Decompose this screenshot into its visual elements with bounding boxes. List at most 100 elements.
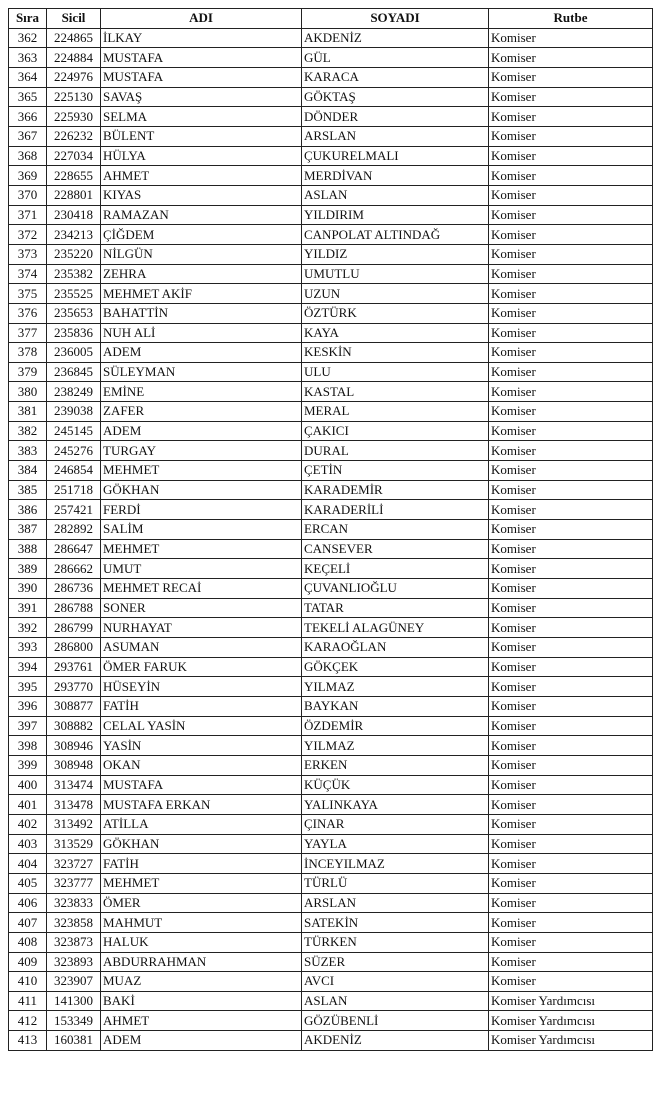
soyadi-cell: İNCEYILMAZ <box>301 853 489 874</box>
soyadi-cell: YILDIZ <box>301 243 489 265</box>
sira-cell: 371 <box>8 204 47 226</box>
sicil-cell: 234213 <box>46 224 101 245</box>
sira-cell: 374 <box>8 263 47 285</box>
sira-cell: 411 <box>8 990 47 1012</box>
adi-cell: KIYAS <box>100 184 302 206</box>
adi-cell: MUSTAFA <box>100 47 302 68</box>
adi-cell: ÇİĞDEM <box>100 224 302 245</box>
table-row: 385 251718 GÖKHAN KARADEMİR Komiser <box>8 479 653 501</box>
table-row: 390 286736 MEHMET RECAİ ÇUVANLIOĞLU Komiser <box>8 578 653 599</box>
adi-cell: ÖMER <box>100 892 302 914</box>
soyadi-cell: ÇUKURELMALI <box>301 145 489 167</box>
table-row: 363 224884 MUSTAFA GÜL Komiser <box>8 47 653 68</box>
table-row: 362 224865 İLKAY AKDENİZ Komiser <box>8 27 653 49</box>
rutbe-cell: Komiser <box>488 813 653 835</box>
table-row: 381 239038 ZAFER MERAL Komiser <box>8 401 653 422</box>
soyadi-cell: UMUTLU <box>301 263 489 285</box>
sicil-cell: 224865 <box>46 27 101 49</box>
rutbe-cell: Komiser Yardımcısı <box>488 1010 653 1032</box>
sicil-cell: 323727 <box>46 853 101 874</box>
table-row: 413 160381 ADEM AKDENİZ Komiser Yardımcısı <box>8 1030 653 1051</box>
soyadi-cell: SÜZER <box>301 951 489 973</box>
sicil-cell: 235653 <box>46 302 101 324</box>
sira-cell: 390 <box>8 578 47 599</box>
sicil-cell: 308882 <box>46 715 101 737</box>
soyadi-cell: ARSLAN <box>301 125 489 147</box>
rutbe-cell: Komiser <box>488 617 653 638</box>
rutbe-cell: Komiser Yardımcısı <box>488 1030 653 1051</box>
rutbe-cell: Komiser <box>488 872 653 894</box>
sira-cell: 386 <box>8 499 47 521</box>
adi-cell: ATİLLA <box>100 813 302 835</box>
sira-cell: 413 <box>8 1030 47 1051</box>
sicil-cell: 246854 <box>46 460 101 481</box>
sicil-cell: 308946 <box>46 735 101 756</box>
table-row: 364 224976 MUSTAFA KARACA Komiser <box>8 66 653 88</box>
table-row: 371 230418 RAMAZAN YILDIRIM Komiser <box>8 204 653 226</box>
soyadi-cell: UZUN <box>301 283 489 304</box>
sira-cell: 368 <box>8 145 47 167</box>
sira-cell: 372 <box>8 224 47 245</box>
sicil-cell: 286736 <box>46 578 101 599</box>
table-row: 406 323833 ÖMER ARSLAN Komiser <box>8 892 653 914</box>
rutbe-cell: Komiser <box>488 342 653 363</box>
rutbe-cell: Komiser <box>488 243 653 265</box>
sicil-cell: 235525 <box>46 283 101 304</box>
adi-cell: GÖKHAN <box>100 479 302 501</box>
table-row: 393 286800 ASUMAN KARAOĞLAN Komiser <box>8 637 653 658</box>
table-row: 365 225130 SAVAŞ GÖKTAŞ Komiser <box>8 86 653 108</box>
soyadi-cell: YAYLA <box>301 833 489 855</box>
sicil-cell: 323893 <box>46 951 101 973</box>
soyadi-cell: MERDİVAN <box>301 165 489 186</box>
personnel-table: Sıra Sicil ADI SOYADI Rutbe 362 224865 İLK… <box>8 8 653 1051</box>
table-body: 362 224865 İLKAY AKDENİZ Komiser 363 224884 MUS… <box>8 27 653 1051</box>
soyadi-cell: ARSLAN <box>301 892 489 914</box>
soyadi-cell: AVCI <box>301 971 489 992</box>
soyadi-cell: YALINKAYA <box>301 794 489 815</box>
rutbe-cell: Komiser <box>488 165 653 186</box>
table-row: 369 228655 AHMET MERDİVAN Komiser <box>8 165 653 186</box>
adi-cell: NURHAYAT <box>100 617 302 638</box>
soyadi-cell: YILDIRIM <box>301 204 489 226</box>
sicil-cell: 238249 <box>46 381 101 403</box>
adi-cell: ABDURRAHMAN <box>100 951 302 973</box>
sira-cell: 378 <box>8 342 47 363</box>
rutbe-cell: Komiser <box>488 558 653 580</box>
sicil-cell: 323858 <box>46 912 101 933</box>
sira-cell: 362 <box>8 27 47 49</box>
soyadi-cell: YILMAZ <box>301 735 489 756</box>
soyadi-cell: KASTAL <box>301 381 489 403</box>
soyadi-cell: AKDENİZ <box>301 27 489 49</box>
sira-cell: 375 <box>8 283 47 304</box>
rutbe-cell: Komiser <box>488 381 653 403</box>
sira-cell: 399 <box>8 754 47 776</box>
rutbe-cell: Komiser <box>488 263 653 285</box>
table-row: 396 308877 FATİH BAYKAN Komiser <box>8 695 653 717</box>
adi-cell: ÖMER FARUK <box>100 656 302 678</box>
soyadi-cell: ÇINAR <box>301 813 489 835</box>
table-row: 372 234213 ÇİĞDEM CANPOLAT ALTINDAĞ Komiser <box>8 224 653 245</box>
adi-cell: AHMET <box>100 165 302 186</box>
adi-cell: MEHMET <box>100 460 302 481</box>
sicil-cell: 225130 <box>46 86 101 108</box>
adi-cell: MEHMET <box>100 538 302 560</box>
sira-cell: 366 <box>8 106 47 127</box>
table-row: 403 313529 GÖKHAN YAYLA Komiser <box>8 833 653 855</box>
sicil-cell: 282892 <box>46 519 101 540</box>
rutbe-cell: Komiser <box>488 302 653 324</box>
sicil-cell: 308948 <box>46 754 101 776</box>
sicil-cell: 230418 <box>46 204 101 226</box>
rutbe-cell: Komiser <box>488 361 653 383</box>
table-row: 379 236845 SÜLEYMAN ULU Komiser <box>8 361 653 383</box>
table-row: 366 225930 SELMA DÖNDER Komiser <box>8 106 653 127</box>
sira-cell: 388 <box>8 538 47 560</box>
table-row: 374 235382 ZEHRA UMUTLU Komiser <box>8 263 653 285</box>
soyadi-cell: DÖNDER <box>301 106 489 127</box>
soyadi-cell: GÖZÜBENLİ <box>301 1010 489 1032</box>
sira-cell: 364 <box>8 66 47 88</box>
adi-cell: İLKAY <box>100 27 302 49</box>
table-row: 405 323777 MEHMET TÜRLÜ Komiser <box>8 872 653 894</box>
soyadi-cell: TÜRLÜ <box>301 872 489 894</box>
rutbe-cell: Komiser <box>488 892 653 914</box>
adi-cell: SELMA <box>100 106 302 127</box>
